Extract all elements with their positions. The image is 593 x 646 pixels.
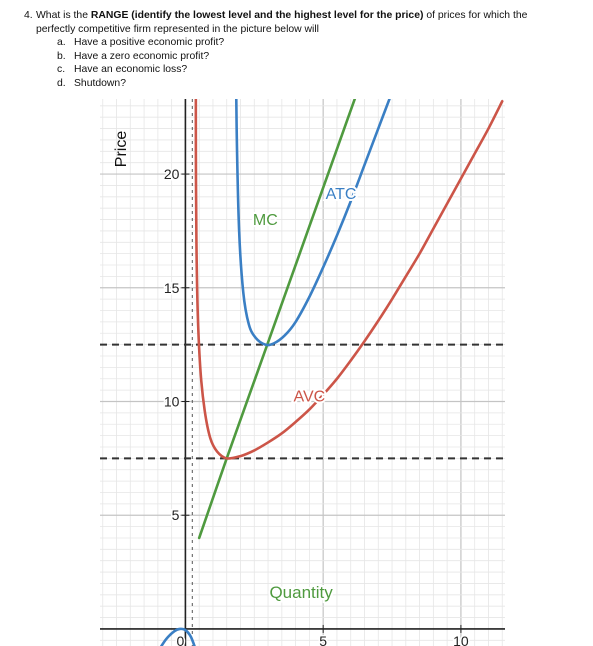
x-tick-label: 0 [177, 633, 185, 646]
y-axis-label: Price [113, 131, 130, 168]
item-letter: b. [57, 50, 66, 62]
y-tick-label: 10 [164, 393, 180, 409]
y-tick-label: 15 [164, 280, 180, 296]
series-unlabeled-line [159, 627, 196, 646]
x-tick-label: 5 [319, 633, 327, 646]
x-tick-label: 10 [453, 633, 469, 646]
cost-curves-chart: Price 5 10 15 20 0 5 10 MC ATC AVC Quantity [100, 99, 505, 646]
axes [100, 99, 505, 646]
annotation-label: ATC [326, 186, 357, 203]
question-item-d: d. Shutdown? [57, 77, 584, 91]
y-tick-label: 5 [172, 507, 180, 523]
item-text: Have an economic loss? [74, 64, 188, 75]
question-text-bold: RANGE (identify the lowest level and the… [90, 10, 424, 21]
question-item-b: b. Have a zero economic profit? [57, 50, 584, 64]
grid [100, 99, 505, 646]
item-text: Shutdown? [74, 77, 126, 89]
series [159, 99, 504, 646]
item-text: Have a positive economic profit? [74, 37, 225, 48]
item-letter: c. [57, 64, 66, 75]
annotation-label: Quantity [269, 583, 333, 602]
question-items: a. Have a positive economic profit? b. Hav… [24, 36, 584, 90]
question-item-c: c. Have an economic loss? [57, 63, 584, 77]
series-atc-line [234, 99, 391, 347]
item-text: Have a zero economic profit? [74, 50, 210, 62]
reference-lines [100, 99, 505, 646]
question-number: 4. [24, 10, 33, 21]
labels: Price 5 10 15 20 0 5 10 MC ATC AVC Quantity [113, 131, 470, 646]
series-mc-line [197, 99, 357, 540]
question-block: 4. What is the RANGE (identify the lowest… [24, 9, 584, 90]
annotation-label: MC [253, 212, 278, 229]
question-intro: 4. What is the RANGE (identify the lowest… [24, 9, 584, 23]
question-text-before: What is the [36, 10, 91, 21]
question-intro-line2: perfectly competitive firm represented i… [36, 23, 319, 35]
y-tick-label: 20 [164, 166, 180, 182]
item-letter: d. [57, 77, 66, 89]
question-item-a: a. Have a positive economic profit? [57, 36, 584, 50]
item-letter: a. [57, 37, 66, 48]
annotation-label: AVC [294, 388, 326, 405]
question-text-after: of prices for which the [423, 10, 528, 21]
series-avc-line [194, 99, 504, 460]
